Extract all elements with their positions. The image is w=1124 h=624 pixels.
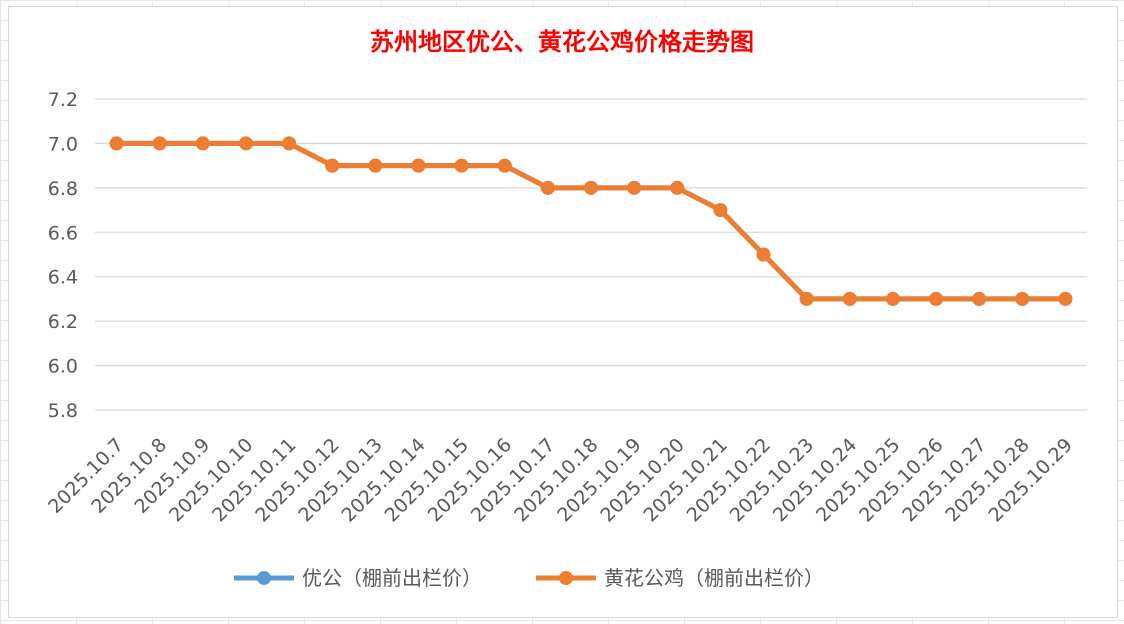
- legend-dot-marker: [559, 571, 573, 585]
- legend-label: 优公（棚前出栏价）: [302, 566, 482, 590]
- x-axis-ticks: 2025.10.72025.10.82025.10.92025.10.10202…: [44, 434, 1077, 526]
- data-point[interactable]: [497, 158, 512, 173]
- y-tick-label: 7.0: [48, 133, 78, 155]
- data-point[interactable]: [368, 158, 383, 173]
- legend-item-1[interactable]: 优公（棚前出栏价）: [234, 566, 482, 590]
- data-point[interactable]: [454, 158, 469, 173]
- data-point[interactable]: [152, 136, 167, 151]
- data-point[interactable]: [799, 291, 814, 306]
- series-1: [109, 136, 1073, 306]
- chart-title: 苏州地区优公、黄花公鸡价格走势图: [370, 27, 754, 56]
- y-tick-label: 6.4: [48, 267, 78, 289]
- data-point[interactable]: [584, 180, 598, 195]
- data-point[interactable]: [1058, 291, 1073, 306]
- data-point[interactable]: [842, 291, 857, 306]
- legend-item-2[interactable]: 黄花公鸡（棚前出栏价）: [536, 566, 824, 590]
- series-line: [116, 140, 1066, 302]
- legend: 优公（棚前出栏价） 黄花公鸡（棚前出栏价）: [234, 566, 824, 590]
- data-point[interactable]: [109, 136, 124, 151]
- series-2: [109, 136, 1073, 306]
- series-line: [116, 140, 1066, 302]
- data-point[interactable]: [929, 291, 944, 306]
- data-point[interactable]: [282, 136, 297, 151]
- chart-area[interactable]: [8, 6, 1118, 618]
- data-point[interactable]: [885, 291, 900, 306]
- y-tick-label: 6.0: [48, 356, 78, 378]
- data-point[interactable]: [972, 291, 987, 306]
- y-axis-ticks: 5.8 6.0 6.2 6.4 6.6 6.8 7.0 7.2: [48, 89, 78, 422]
- legend-dot-marker: [257, 571, 271, 585]
- y-tick-label: 6.2: [48, 311, 78, 333]
- data-point[interactable]: [756, 247, 771, 262]
- y-tick-label: 6.6: [48, 222, 78, 244]
- data-point[interactable]: [325, 158, 340, 173]
- legend-label: 黄花公鸡（棚前出栏价）: [604, 566, 824, 590]
- data-point[interactable]: [195, 136, 210, 151]
- series-lines: [109, 136, 1073, 306]
- data-point[interactable]: [713, 203, 728, 218]
- y-tick-label: 5.8: [48, 400, 78, 422]
- data-point[interactable]: [627, 180, 642, 195]
- data-point[interactable]: [540, 180, 555, 195]
- data-point[interactable]: [670, 180, 685, 195]
- data-point[interactable]: [411, 158, 426, 173]
- data-point[interactable]: [1015, 291, 1030, 306]
- y-tick-label: 7.2: [48, 89, 78, 111]
- data-point[interactable]: [238, 136, 253, 151]
- y-tick-label: 6.8: [48, 178, 78, 200]
